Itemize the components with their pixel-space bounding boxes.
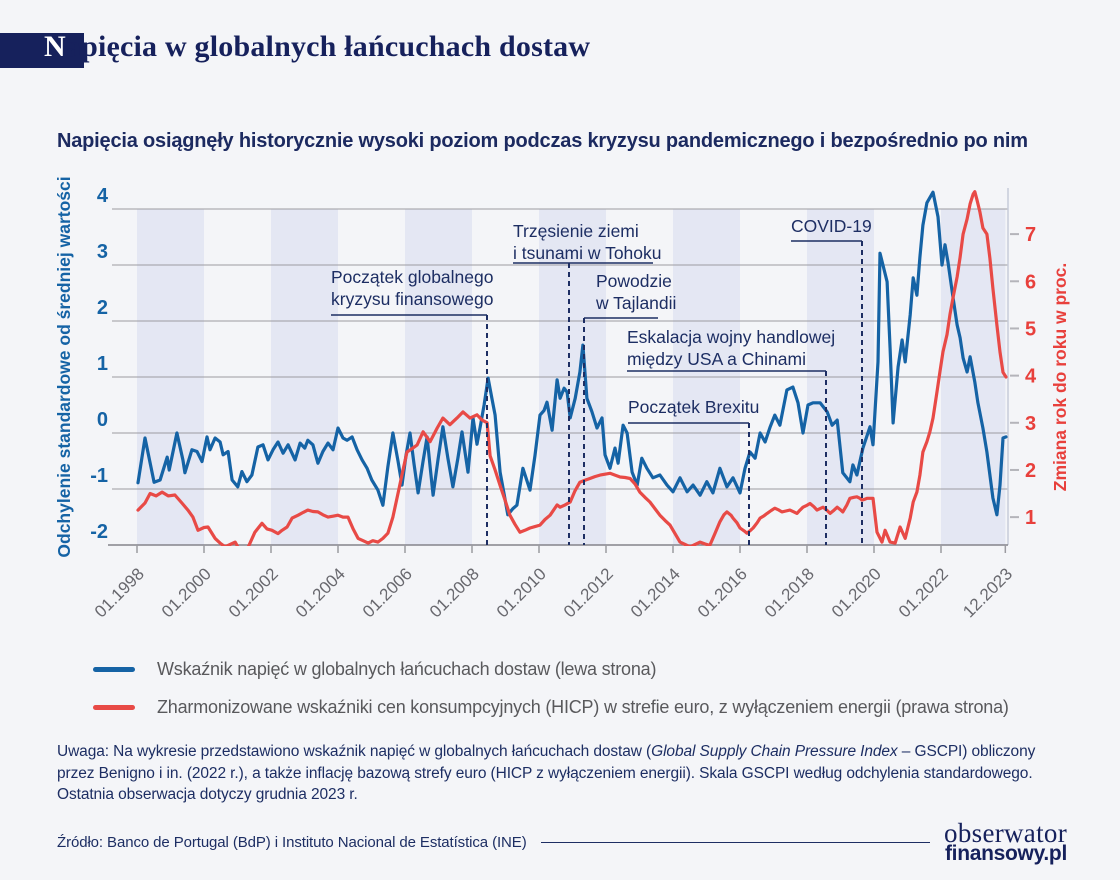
x-axis-tick-label: 01.2016 [694,564,751,621]
annotation-label: kryzysu finansowego [331,289,493,309]
x-axis-tick-label: 12.2023 [959,564,1016,621]
x-axis-tick-label: 01.1998 [91,564,148,621]
left-axis-tick-label: 4 [97,185,109,207]
annotation-label: Początek globalnego [331,267,493,287]
hicp-line-swatch [93,704,135,710]
right-axis-tick-label: 5 [1025,318,1036,340]
legend-item-gscpi: Wskaźnik napięć w globalnych łańcuchach … [93,650,1093,688]
x-axis-tick-label: 01.2020 [828,564,885,621]
right-axis-tick-label: 4 [1025,366,1037,388]
left-axis-tick-label: 0 [97,409,108,431]
x-axis-tick-label: 01.2010 [493,564,550,621]
footnote-text: – GSCPI) obliczony przez Benigno i in. (… [57,743,1036,804]
left-axis-tick-label: 2 [97,297,108,319]
right-axis-tick-label: 1 [1025,507,1036,529]
footer: Źródło: Banco de Portugal (BdP) i Instit… [57,818,1067,865]
x-axis-tick-label: 01.2012 [560,564,617,621]
gscpi-series-line [136,190,1008,517]
annotation-label: Początek Brexitu [628,397,759,417]
gscpi-line-swatch [93,666,135,672]
x-axis-tick-label: 01.2004 [292,564,349,621]
annotation-label: COVID-19 [791,216,872,236]
annotation-label: i tsunami w Tohoku [513,243,662,263]
annotation-label: w Tajlandii [595,293,676,313]
source-text: Źródło: Banco de Portugal (BdP) i Instit… [57,833,527,851]
right-axis-tick-label: 3 [1025,413,1036,435]
legend-item-hicp: Zharmonizowane wskaźniki cen konsumpcyjn… [93,688,1093,726]
right-axis-tick-label: 7 [1025,224,1036,246]
right-axis-tick-label: 2 [1025,460,1036,482]
title-accent-block [0,33,84,68]
x-axis-tick-label: 01.2002 [225,564,282,621]
footnote-italic: Global Supply Chain Pressure Index [651,743,898,760]
x-axis-tick-label: 01.2008 [426,564,483,621]
logo-line-1: obserwator [944,818,1067,848]
page-title: Napięcia w globalnych łańcuchach dostaw [44,30,591,63]
x-axis-tick-label: 01.2006 [359,564,416,621]
left-axis-title: Odchylenie standardowe od średniej warto… [54,176,74,557]
footnote-text: Uwaga: Na wykresie przedstawiono wskaźni… [57,743,652,760]
footer-divider [540,841,931,843]
x-axis-tick-label: 01.2000 [158,564,215,621]
annotation-label: Powodzie [596,271,672,291]
hicp-series-line [136,190,1008,546]
right-axis-tick-label: 6 [1025,271,1036,293]
footnote: Uwaga: Na wykresie przedstawiono wskaźni… [57,741,1069,806]
chart-title: Napięcia osiągnęły historycznie wysoki p… [57,130,1028,152]
left-axis-tick-label: -1 [90,465,108,487]
legend-label: Zharmonizowane wskaźniki cen konsumpcyjn… [157,696,1009,717]
x-axis-tick-label: 01.2014 [627,564,684,621]
x-axis-tick-label: 01.2018 [761,564,818,621]
left-axis-tick-label: -2 [90,521,108,543]
right-axis-title: Zmiana rok do roku w proc. [1050,263,1070,492]
legend-label: Wskaźnik napięć w globalnych łańcuchach … [157,658,657,679]
logo-line-2: finansowy.pl [944,842,1067,865]
left-axis-tick-label: 3 [97,241,108,263]
annotation-label: między USA a Chinami [627,349,806,369]
left-axis-tick-label: 1 [97,353,108,375]
obserwatorfinansowy-logo: obserwator finansowy.pl [944,818,1067,865]
x-axis-tick-label: 01.2022 [895,564,952,621]
annotation-label: Eskalacja wojny handlowej [627,327,835,347]
annotation-label: Trzęsienie ziemi [513,221,639,241]
legend: Wskaźnik napięć w globalnych łańcuchach … [93,650,1093,726]
